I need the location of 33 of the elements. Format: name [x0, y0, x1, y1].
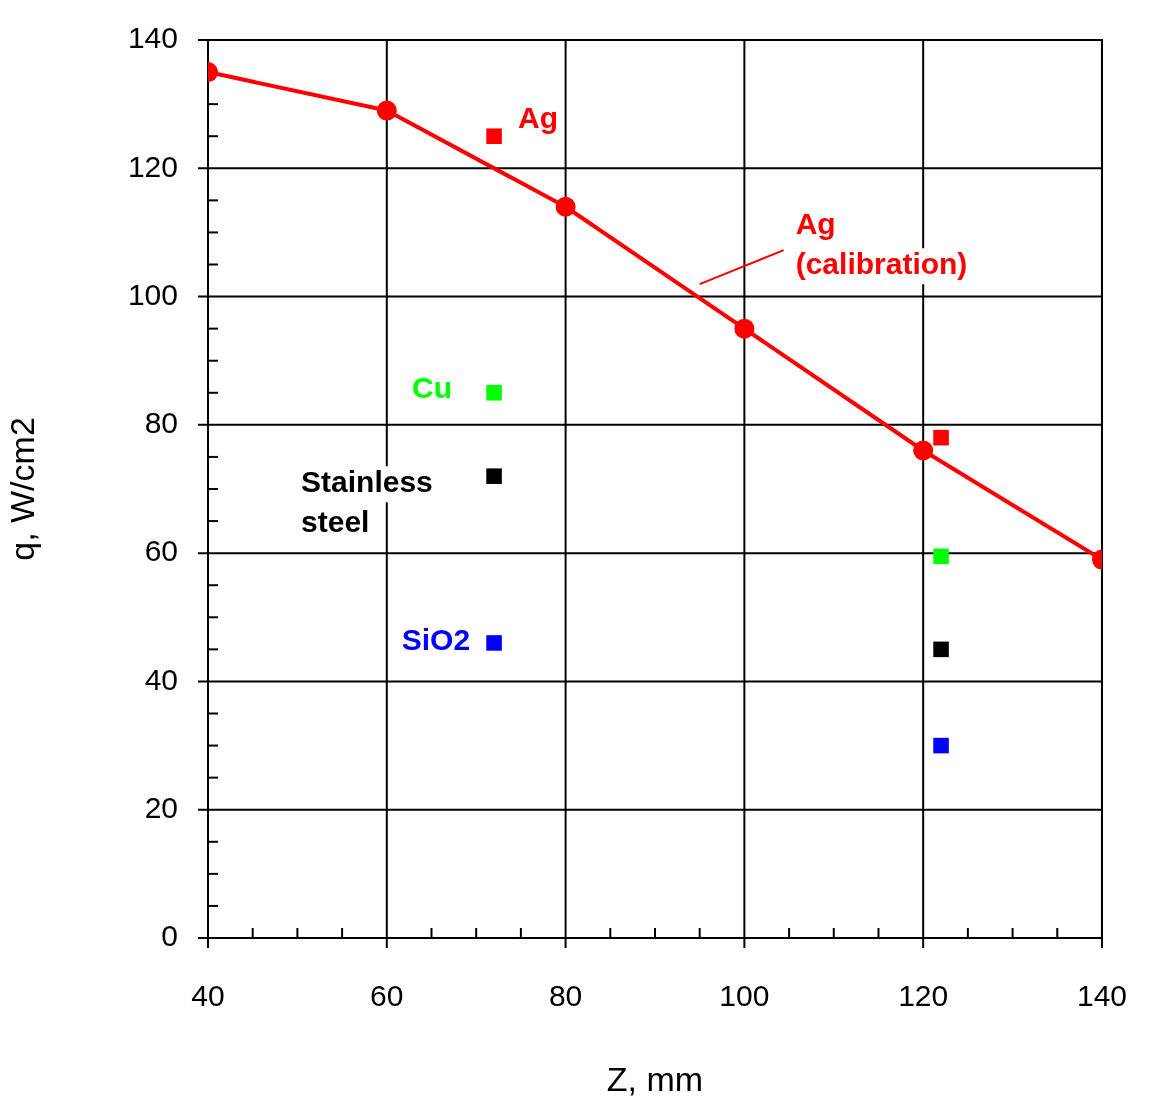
y-tick-label: 120	[127, 149, 178, 183]
y-tick-label: 20	[144, 790, 178, 824]
y-tick-label: 40	[144, 662, 178, 696]
series-label: SiO2	[401, 623, 471, 657]
x-tick-label: 40	[191, 979, 225, 1013]
point	[486, 128, 502, 144]
point	[486, 468, 502, 484]
x-tick-label: 100	[719, 979, 770, 1013]
point	[933, 429, 949, 446]
x-tick-label: 60	[370, 979, 404, 1013]
y-tick-label: 100	[127, 277, 178, 311]
x-tick-label: 120	[898, 979, 949, 1013]
text: Ag (calibration)	[795, 207, 968, 281]
point	[933, 737, 949, 754]
point	[913, 440, 934, 461]
point	[933, 548, 949, 565]
y-axis-title: q, W/cm2	[2, 417, 41, 561]
y-tick-label: 0	[161, 919, 178, 953]
y-tick-label: 80	[144, 406, 178, 440]
point	[376, 100, 397, 121]
series-label: Cu	[412, 371, 453, 405]
x-tick-label: 140	[1076, 979, 1127, 1013]
point	[486, 635, 502, 651]
point	[486, 385, 502, 401]
point	[555, 196, 576, 217]
series-label: Ag	[518, 101, 559, 135]
x-tick-label: 80	[548, 979, 583, 1013]
series-label: Stainless steel	[301, 465, 433, 539]
point	[734, 318, 755, 339]
y-tick-label: 140	[127, 21, 178, 55]
x-axis-title: Z, mm	[606, 1059, 704, 1098]
point	[933, 641, 949, 658]
y-tick-label: 60	[144, 534, 178, 568]
